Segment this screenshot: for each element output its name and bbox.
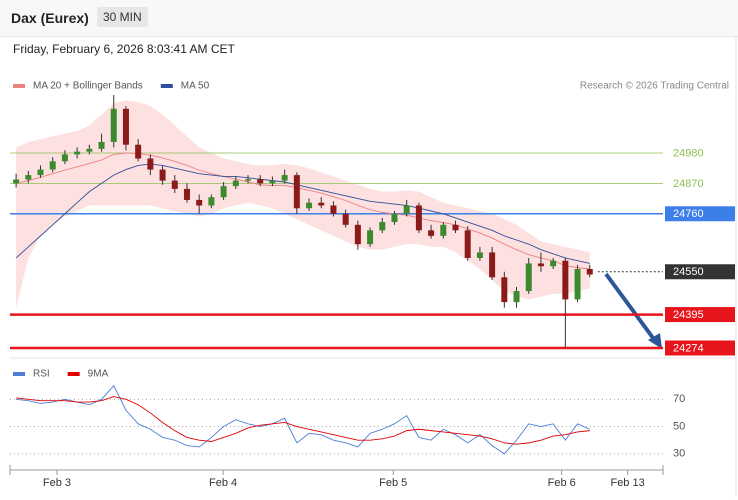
level-label: 24395 (673, 309, 704, 321)
x-tick-label: Feb 13 (610, 477, 644, 489)
level-label: 24274 (673, 342, 704, 354)
candle-body (74, 151, 81, 155)
forecast-arrow (604, 272, 658, 344)
candle-body (403, 205, 410, 214)
candle-body (586, 269, 593, 275)
legend-label: 9MA (88, 369, 109, 380)
candle-body (269, 180, 276, 184)
candle-body (159, 169, 166, 181)
legend-label: MA 20 + Bollinger Bands (33, 81, 143, 92)
candle-body (49, 161, 56, 170)
bollinger-band (16, 100, 590, 308)
level-box (665, 264, 735, 280)
candle-body (122, 108, 129, 145)
candle-body (330, 205, 337, 214)
candle-body (171, 180, 178, 189)
candle-body (220, 186, 227, 198)
candle-body (379, 222, 386, 231)
candle-body (525, 263, 532, 292)
candle-body (428, 230, 435, 236)
candle-body (208, 197, 215, 206)
candle-body (245, 179, 252, 181)
ma-line (16, 152, 590, 270)
indicator-line (16, 396, 590, 445)
forecast-arrowhead (648, 333, 662, 349)
y-tick-label: 70 (673, 393, 685, 405)
legend-swatch (67, 372, 80, 376)
candle-body (98, 141, 105, 149)
legend-swatch (13, 84, 25, 88)
candle-body (86, 148, 93, 152)
instrument-title: Dax (Eurex) (11, 10, 89, 26)
level-box (665, 206, 735, 222)
level-label: 24980 (673, 147, 704, 159)
candle-body (489, 252, 496, 278)
candle-body (391, 213, 398, 223)
candle-body (281, 175, 288, 181)
candle-body (232, 180, 239, 187)
y-tick-label: 30 (673, 448, 685, 460)
candle-body (550, 260, 557, 267)
legend-label: RSI (33, 369, 50, 380)
copyright: Research © 2026 Trading Central (580, 81, 729, 92)
candle-body (25, 175, 32, 180)
header-bar: Dax (Eurex) 30 MIN (0, 0, 738, 37)
legend-label: MA 50 (181, 81, 210, 92)
candle-body (513, 291, 520, 303)
y-tick-label: 50 (673, 420, 685, 432)
level-label: 24870 (673, 178, 704, 190)
timestamp: Friday, February 6, 2026 8:03:41 AM CET (13, 42, 235, 56)
candle-body (476, 252, 483, 258)
candle-body (452, 224, 459, 231)
legend-swatch (13, 372, 25, 376)
candle-body (354, 224, 361, 245)
candle-body (61, 154, 68, 162)
ma-line (15, 163, 590, 264)
candle-body (183, 188, 190, 200)
x-tick-label: Feb 6 (548, 477, 576, 489)
timeframe-button[interactable]: 30 MIN (97, 7, 148, 27)
indicator-line (16, 384, 590, 455)
candle-body (196, 199, 203, 206)
level-box (665, 307, 735, 323)
candle-body (318, 202, 325, 206)
x-tick-label: Feb 4 (209, 477, 237, 489)
candle-body (367, 230, 374, 245)
candle-body (415, 205, 422, 231)
candle-body (574, 269, 581, 300)
candle-body (293, 175, 300, 209)
candle-body (110, 108, 117, 142)
candle-body (147, 158, 154, 170)
candle-body (562, 260, 569, 300)
x-tick-label: Feb 5 (379, 477, 407, 489)
candle-body (37, 169, 44, 176)
level-label: 24550 (673, 266, 704, 278)
candle-body (13, 179, 20, 184)
candle-body (306, 202, 313, 209)
candle-body (537, 263, 544, 267)
candle-body (501, 277, 508, 303)
level-box (665, 340, 735, 356)
level-label: 24760 (673, 208, 704, 220)
x-tick-label: Feb 3 (43, 477, 71, 489)
candle-body (342, 213, 349, 225)
candle-body (440, 224, 447, 236)
legend-swatch (160, 84, 173, 88)
candle-body (464, 230, 471, 258)
candle-body (257, 179, 264, 184)
candle-body (135, 144, 142, 159)
